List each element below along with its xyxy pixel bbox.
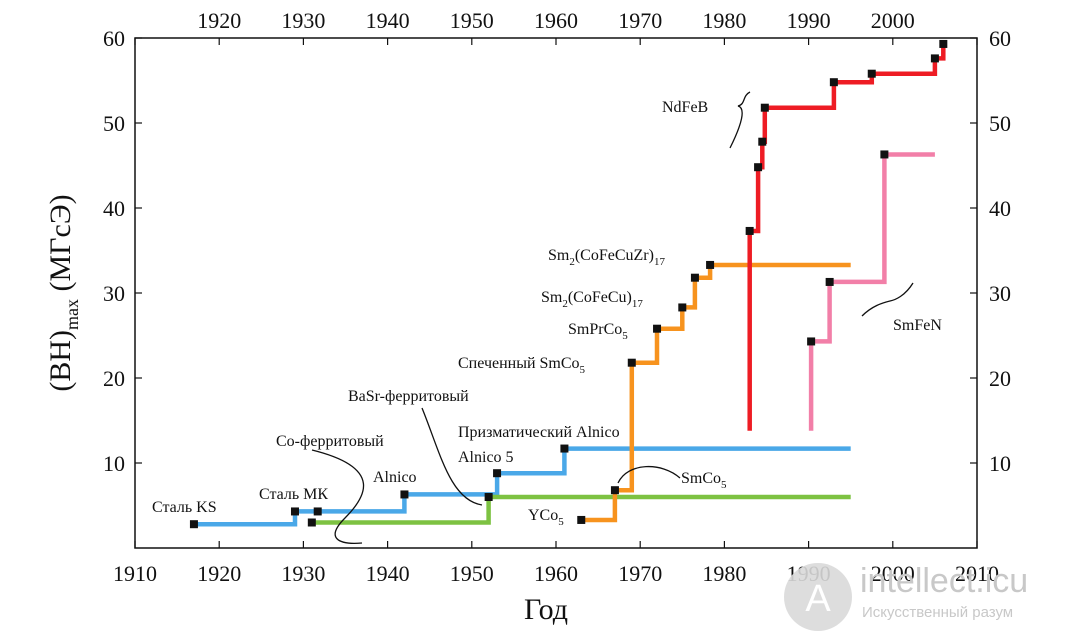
- x-tick-label: 1980: [702, 561, 746, 586]
- label-stal-mk: Сталь МК: [259, 486, 328, 503]
- data-point: [627, 358, 636, 367]
- x-tick-label: 1930: [281, 561, 325, 586]
- y-tick-label: 60: [103, 26, 125, 51]
- marker-layer: [189, 39, 948, 529]
- y-axis-title: (BH)max (МГсЭ): [44, 194, 82, 391]
- y-tick-label-right: 30: [989, 281, 1011, 306]
- label-prism-alnico: Призматический Alnico: [458, 424, 620, 441]
- label-alnico: Alnico: [373, 469, 417, 486]
- x-tick-label: 1920: [197, 561, 241, 586]
- data-point: [313, 507, 322, 516]
- x-axis-title: Год: [524, 593, 568, 626]
- label-yco5: YCo5: [528, 507, 564, 528]
- label-co-ferrite: Co-ферритовый: [276, 433, 384, 450]
- data-point: [829, 78, 838, 87]
- label-sm2cofecuzr: Sm2(CoFeCuZr)17: [548, 247, 665, 268]
- leader-smco5: [617, 465, 681, 484]
- data-point: [758, 137, 767, 146]
- leader-co-ferrite: [311, 449, 365, 544]
- y-tick-label: 40: [103, 196, 125, 221]
- watermark-logo-icon: [784, 563, 852, 631]
- label-smco5: SmCo5: [681, 470, 727, 491]
- data-point: [825, 277, 834, 286]
- axis-ticks: 1910 1920 1930 1940 1950 1960 1970 1980 1990 2000…: [103, 8, 1011, 586]
- x-tick-label: 1970: [618, 561, 662, 586]
- data-point: [754, 163, 763, 172]
- y-tick-label-right: 60: [989, 26, 1011, 51]
- label-stal-ks: Сталь KS: [152, 499, 217, 516]
- label-ndfeb: NdFeB: [662, 99, 708, 116]
- x-top-tick-label: 1940: [366, 8, 410, 33]
- brace-ndfeb: [729, 91, 751, 149]
- annotation-leaders: [311, 91, 914, 544]
- data-point: [690, 273, 699, 282]
- data-point: [189, 520, 198, 529]
- data-point: [577, 515, 586, 524]
- x-top-tick-label: 1920: [197, 8, 241, 33]
- x-tick-label: 1910: [113, 561, 157, 586]
- x-tick-label: 2010: [955, 561, 999, 586]
- y-tick-label-right: 40: [989, 196, 1011, 221]
- data-point: [939, 39, 948, 48]
- watermark: A intellect.icu Искусственный разум: [784, 562, 1028, 631]
- y-tick-label: 50: [103, 111, 125, 136]
- data-point: [807, 337, 816, 346]
- series-line-4: [808, 152, 935, 431]
- y-tick-label-right: 10: [989, 451, 1011, 476]
- data-point: [493, 469, 502, 478]
- leader-basr-ferrite: [421, 407, 483, 506]
- data-point: [745, 226, 754, 235]
- x-top-tick-label: 2000: [871, 8, 915, 33]
- data-point: [484, 493, 493, 501]
- data-point: [653, 324, 662, 333]
- y-tick-label-right: 50: [989, 111, 1011, 136]
- data-point: [867, 69, 876, 78]
- data-point: [290, 507, 299, 516]
- data-point: [560, 444, 569, 453]
- series-line-0: [193, 446, 851, 527]
- annotations: Сталь KS Сталь МК Co-ферритовый Alnico B…: [152, 99, 942, 528]
- x-top-tick-label: 1990: [787, 8, 831, 33]
- label-sm2cofecu: Sm2(CoFeCu)17: [541, 289, 643, 310]
- data-point: [400, 490, 409, 499]
- watermark-logo-letter: A: [805, 578, 831, 620]
- x-top-tick-label: 1960: [534, 8, 578, 33]
- data-point: [678, 303, 687, 312]
- watermark-title: intellect.icu: [860, 562, 1028, 600]
- x-top-tick-label: 1980: [702, 8, 746, 33]
- x-tick-label: 2000: [871, 561, 915, 586]
- y-tick-label: 20: [103, 366, 125, 391]
- y-tick-label-right: 20: [989, 366, 1011, 391]
- series-line-3: [747, 44, 946, 431]
- label-smprco5: SmPrCo5: [568, 321, 628, 342]
- watermark-subtitle: Искусственный разум: [862, 604, 1013, 621]
- y-tick-label: 10: [103, 451, 125, 476]
- label-smfen: SmFeN: [893, 317, 942, 334]
- series-line-1: [311, 494, 851, 525]
- data-point: [610, 486, 619, 495]
- x-top-tick-label: 1930: [281, 8, 325, 33]
- data-point: [930, 54, 939, 63]
- x-tick-label: 1950: [450, 561, 494, 586]
- y-tick-label: 30: [103, 281, 125, 306]
- data-point: [760, 103, 769, 112]
- label-basr-ferrite: BaSr-ферритовый: [348, 388, 469, 405]
- x-top-tick-label: 1950: [450, 8, 494, 33]
- x-tick-label: 1940: [366, 561, 410, 586]
- x-tick-label: 1960: [534, 561, 578, 586]
- brace-smfen: [861, 282, 914, 317]
- data-point: [307, 518, 316, 527]
- data-point: [706, 260, 715, 269]
- label-sintered-smco5: Спеченный SmCo5: [458, 355, 586, 376]
- label-alnico5: Alnico 5: [458, 449, 514, 466]
- x-top-tick-label: 1970: [618, 8, 662, 33]
- data-point: [880, 150, 889, 159]
